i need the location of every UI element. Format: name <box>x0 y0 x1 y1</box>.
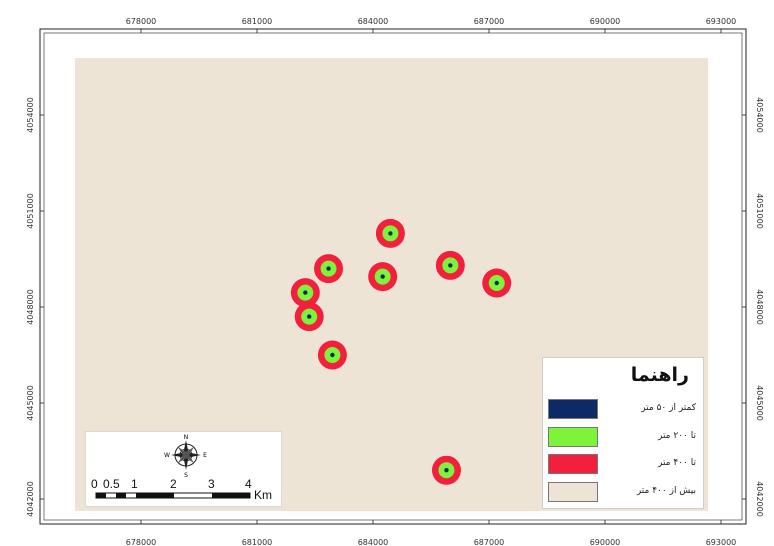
y-tick-right-label: 4054000 <box>755 97 764 133</box>
well-buffer <box>290 278 320 308</box>
x-tick-top-label: 678000 <box>126 17 157 26</box>
y-tick-left-label: 4051000 <box>26 193 35 229</box>
y-tick-left-label: 4042000 <box>26 481 35 517</box>
legend: راهنما کمتر از ۵۰ متر تا ۲۰۰ متر تا ۴۰۰ … <box>542 357 704 509</box>
scale-unit: Km <box>254 488 272 502</box>
x-tick-bottom-label: 687000 <box>474 538 505 546</box>
y-tick-left-label: 4045000 <box>26 385 35 421</box>
legend-swatch-0-50m <box>548 399 598 419</box>
x-tick-top-label: 693000 <box>706 17 737 26</box>
x-ticks-top: 678000 681000 684000 687000 690000 693000 <box>126 17 737 33</box>
x-tick-top-label: 681000 <box>242 17 273 26</box>
wells-layer <box>290 218 512 485</box>
y-tick-left-label: 4054000 <box>26 97 35 133</box>
x-tick-top-label: 690000 <box>590 17 621 26</box>
scale-label-3: 3 <box>208 477 215 491</box>
x-tick-top-label: 687000 <box>474 17 505 26</box>
well-point <box>303 290 308 295</box>
y-tick-right-label: 4051000 <box>755 193 764 229</box>
well-buffer <box>482 268 512 298</box>
well-buffer <box>294 302 324 332</box>
well-buffer <box>314 254 344 284</box>
legend-label-over-400m: بیش از ۴۰۰ متر <box>636 486 696 496</box>
x-tick-bottom-label: 690000 <box>590 538 621 546</box>
well-buffer <box>435 250 465 280</box>
legend-item-over-400m: بیش از ۴۰۰ متر <box>548 482 698 504</box>
y-ticks-right: 4054000 4051000 4048000 4045000 4042000 <box>742 97 764 517</box>
well-point <box>494 280 499 286</box>
scale-bar <box>95 492 251 499</box>
well-buffer <box>375 218 405 248</box>
x-tick-bottom-label: 684000 <box>358 538 389 546</box>
x-tick-bottom-label: 693000 <box>706 538 737 546</box>
legend-title: راهنما <box>630 364 689 386</box>
y-ticks-left: 4054000 4051000 4048000 4045000 4042000 <box>26 97 44 517</box>
y-tick-right-label: 4048000 <box>755 289 764 325</box>
scale-label-4: 4 <box>245 477 252 491</box>
well-buffer <box>431 455 461 485</box>
scale-box: N S E W 0 0.5 1 2 3 4 Km <box>85 431 282 507</box>
legend-swatch-400m <box>548 454 598 474</box>
x-ticks-bottom: 678000 681000 684000 687000 690000 693000 <box>126 520 737 546</box>
scale-label-1: 1 <box>131 477 138 491</box>
legend-item-200m: تا ۲۰۰ متر <box>548 427 698 449</box>
inner-frame <box>43 32 743 521</box>
well-point <box>326 266 331 271</box>
scale-label-2: 2 <box>170 477 177 491</box>
well-point <box>307 314 312 319</box>
compass-icon: N S E W <box>164 434 207 479</box>
x-tick-bottom-label: 681000 <box>242 538 273 546</box>
scale-label-0-5: 0.5 <box>103 477 120 491</box>
well-point <box>444 468 449 473</box>
y-tick-left-label: 4048000 <box>26 289 35 325</box>
well-point <box>380 274 385 279</box>
compass-s: S <box>184 472 188 479</box>
legend-label-200m: تا ۲۰۰ متر <box>658 431 696 441</box>
well-point <box>330 352 335 358</box>
compass-n: N <box>184 434 189 441</box>
well-point <box>448 263 453 268</box>
well-buffer <box>317 340 347 370</box>
legend-swatch-over-400m <box>548 482 598 502</box>
well-buffer <box>368 262 398 292</box>
compass-e: E <box>203 452 207 459</box>
legend-label-0-50m: کمتر از ۵۰ متر <box>641 403 696 413</box>
x-tick-top-label: 684000 <box>358 17 389 26</box>
compass-w: W <box>164 452 170 459</box>
scale-label-0: 0 <box>91 477 98 491</box>
legend-label-400m: تا ۴۰۰ متر <box>658 458 696 468</box>
y-tick-right-label: 4042000 <box>755 481 764 517</box>
well-point <box>388 231 393 236</box>
legend-item-400m: تا ۴۰۰ متر <box>548 454 698 476</box>
legend-item-0-50m: کمتر از ۵۰ متر <box>548 399 698 421</box>
x-tick-bottom-label: 678000 <box>126 538 157 546</box>
y-tick-right-label: 4045000 <box>755 385 764 421</box>
legend-swatch-200m <box>548 427 598 447</box>
